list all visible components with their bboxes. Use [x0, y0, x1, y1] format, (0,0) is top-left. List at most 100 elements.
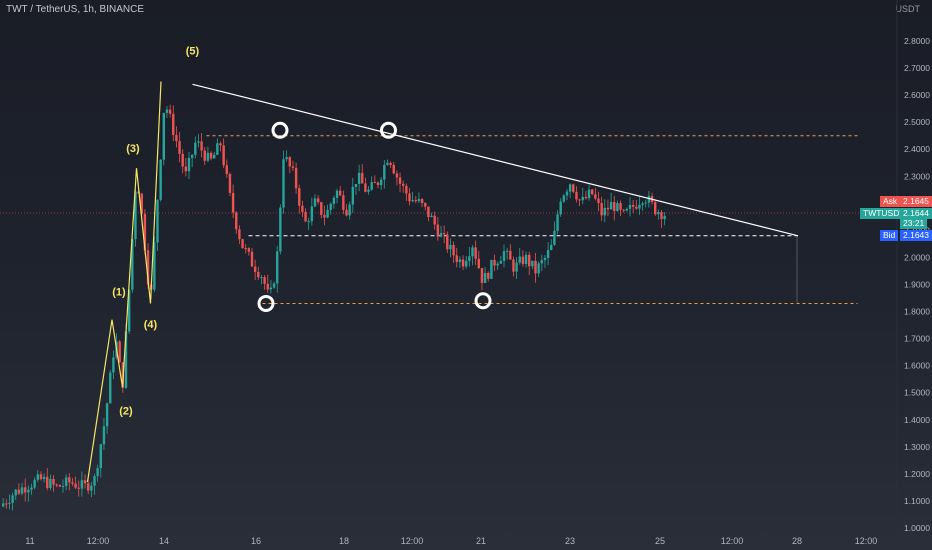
candle-body [288, 157, 291, 167]
candle-body [357, 172, 361, 185]
candle-body [307, 221, 310, 223]
candle-body [235, 212, 238, 230]
y-tick-label: 1.1000 [904, 496, 930, 506]
pivot-marker [271, 121, 289, 139]
candle-body [556, 214, 559, 231]
candle-body [395, 173, 399, 178]
candle-body [562, 195, 566, 202]
candle-body [628, 204, 632, 209]
candle-body [568, 184, 572, 192]
candle-body [458, 259, 462, 262]
y-tick-label: 1.4000 [904, 415, 930, 425]
axis-unit: USDT [895, 4, 921, 14]
candle-body [471, 247, 474, 257]
x-tick-label: 12:00 [721, 536, 744, 546]
candle-body [635, 206, 638, 209]
x-tick-label: 16 [251, 536, 261, 546]
candle-body [540, 260, 543, 264]
candle-body [156, 199, 159, 243]
candle-body [414, 200, 417, 202]
candle-body [619, 203, 622, 210]
candle-body [209, 152, 213, 159]
x-tick-label: 12:00 [401, 536, 424, 546]
candle-body [616, 203, 619, 212]
candle-body [320, 202, 323, 215]
candle-body [216, 143, 219, 155]
x-tick-label: 11 [25, 536, 34, 546]
candle-body [20, 487, 24, 494]
candle-body [326, 209, 329, 218]
candle-body [244, 248, 247, 250]
candle-body [524, 254, 528, 264]
candle-body [480, 268, 484, 283]
y-tick-label: 2.7000 [904, 63, 930, 73]
candle-body [36, 474, 39, 480]
candle-body [420, 199, 424, 203]
candle-body [96, 468, 99, 477]
candle-body [342, 195, 345, 210]
candle-body [505, 250, 509, 252]
candle-body [49, 478, 52, 489]
pivot-marker [474, 292, 492, 310]
candle-body [597, 198, 600, 204]
candle-body [140, 193, 143, 214]
x-tick-label: 18 [339, 536, 349, 546]
candle-body [304, 211, 307, 222]
candle-body [603, 207, 606, 216]
candle-body [80, 480, 84, 489]
candle-body [102, 426, 106, 445]
y-tick-label: 1.2000 [904, 469, 930, 479]
y-tick-label: 1.3000 [904, 442, 930, 452]
x-tick-label: 28 [792, 536, 802, 546]
x-tick-label: 25 [655, 536, 665, 546]
candle-body [279, 207, 282, 252]
candle-body [39, 474, 43, 480]
candle-body [449, 244, 452, 250]
candle-body [376, 182, 380, 186]
candle-body [228, 174, 232, 193]
candle-body [502, 251, 506, 261]
candle-body [405, 185, 408, 194]
candle-body [200, 141, 203, 151]
candle-body [613, 201, 616, 212]
candle-body [99, 444, 102, 469]
y-tick-label: 2.3000 [904, 171, 930, 181]
candle-body [187, 157, 191, 172]
candle-body [203, 150, 206, 161]
y-tick-label: 1.7000 [904, 334, 930, 344]
candle-body [11, 495, 14, 503]
candle-body [291, 166, 295, 168]
candle-body [543, 257, 547, 261]
candle-body [231, 192, 235, 213]
candle-body [631, 204, 635, 207]
candle-body [657, 212, 660, 215]
candle-body [61, 485, 65, 487]
candle-body [490, 259, 493, 279]
candle-body [534, 260, 537, 274]
candle-body [124, 331, 128, 388]
candle-body [93, 476, 96, 486]
x-tick-label: 23 [565, 536, 575, 546]
candle-body [159, 159, 162, 200]
candle-body [594, 194, 597, 199]
wave-label: (4) [144, 319, 158, 331]
candle-body [446, 234, 449, 250]
candle-body [553, 230, 556, 245]
candle-body [316, 198, 320, 203]
candle-body [52, 478, 55, 485]
wave-label: (5) [186, 46, 200, 58]
candle-body [442, 233, 446, 235]
candle-body [644, 202, 647, 204]
pivot-marker [380, 121, 397, 139]
candle-body [427, 206, 430, 218]
candle-body [253, 266, 257, 272]
candle-body [370, 182, 373, 190]
candle-body [559, 201, 562, 215]
candle-body [206, 152, 210, 161]
symbol-tag: TWTUSDT [860, 208, 908, 219]
candle-body [105, 403, 109, 427]
wave-label: (2) [119, 405, 133, 417]
candle-body [528, 254, 531, 267]
candle-body [301, 205, 304, 212]
